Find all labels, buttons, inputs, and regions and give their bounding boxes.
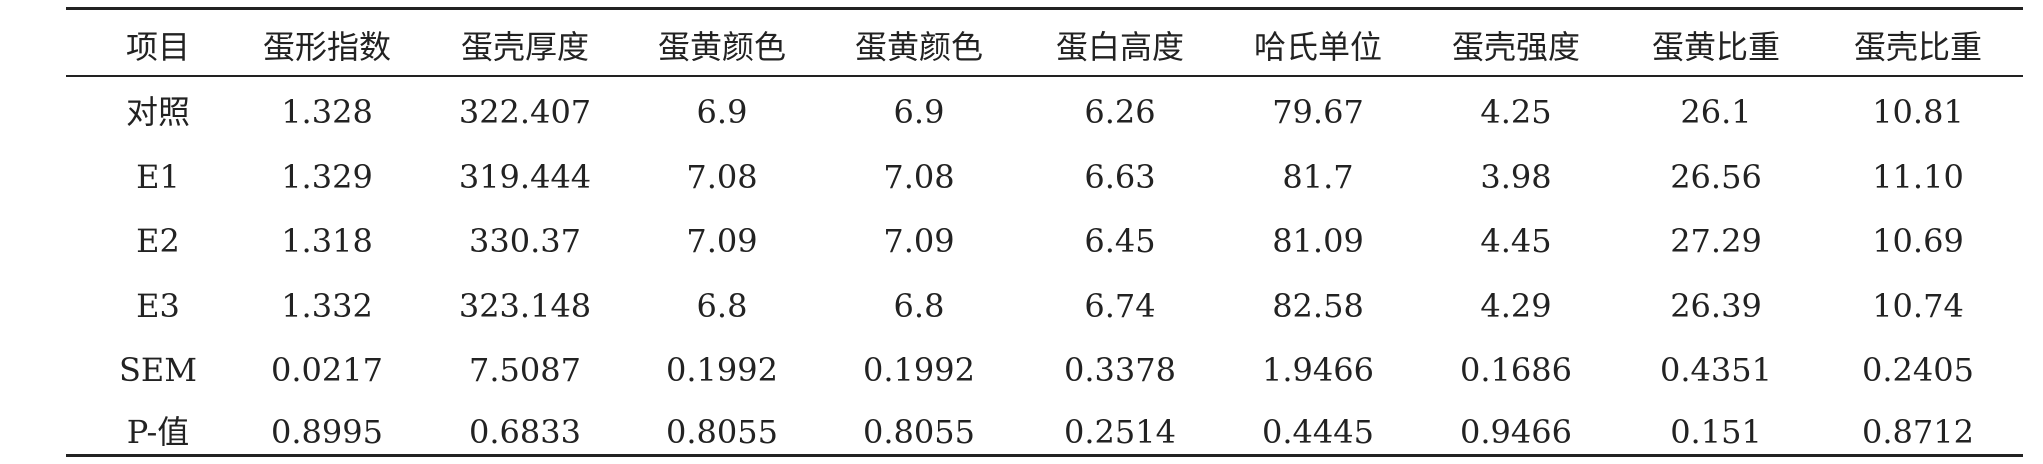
table-cell: 11.10 [1872,158,1964,196]
table-cell: 0.151 [1670,413,1762,451]
table-cell: 0.8055 [863,413,975,451]
table-cell: 0.4351 [1660,351,1772,389]
table-cell: 323.148 [458,287,592,325]
row-label: SEM [118,351,198,389]
table-cell: 6.74 [1084,287,1156,325]
header-cell: 蛋壳厚度 [460,28,589,66]
table-cell: 0.4445 [1262,413,1374,451]
header-cell: 蛋白高度 [1055,28,1184,66]
table-cell: 6.8 [696,287,748,325]
row-label: E3 [136,287,180,325]
table-cell: 1.332 [281,287,373,325]
table-cell: 6.45 [1084,222,1156,260]
table-cell: 82.58 [1272,287,1364,325]
row-label: E2 [136,222,180,260]
table-cell: 81.09 [1272,222,1364,260]
bottom-rule [66,454,2023,457]
table-cell: 27.29 [1670,222,1762,260]
row-label: E1 [136,158,180,196]
table-cell: 10.81 [1872,93,1964,131]
table-cell: 1.329 [281,158,373,196]
table-cell: 7.08 [686,158,758,196]
table-cell: 0.2514 [1064,413,1176,451]
table-cell: 6.8 [893,287,945,325]
table-cell: 4.45 [1480,222,1552,260]
header-cell: 蛋黄比重 [1651,28,1780,66]
table-cell: 1.318 [281,222,373,260]
table-cell: 0.8995 [271,413,383,451]
table-cell: 322.407 [458,93,592,131]
row-label: 对照 [125,93,190,131]
table-cell: 0.1686 [1460,351,1572,389]
table-cell: 0.1992 [863,351,975,389]
row-label: P-值 [126,413,190,451]
table-cell: 0.9466 [1460,413,1572,451]
table-cell: 7.5087 [469,351,581,389]
table-cell: 7.09 [883,222,955,260]
table-cell: 26.56 [1670,158,1762,196]
table-cell: 0.3378 [1064,351,1176,389]
table-cell: 6.26 [1084,93,1156,131]
top-rule [66,7,2023,10]
table-cell: 319.444 [458,158,592,196]
table-cell: 6.9 [696,93,748,131]
table-cell: 1.328 [281,93,373,131]
header-cell: 蛋形指数 [262,28,391,66]
table-cell: 10.74 [1872,287,1964,325]
table-cell: 0.6833 [469,413,581,451]
table-cell: 7.09 [686,222,758,260]
table-cell: 0.0217 [271,351,383,389]
header-cell: 蛋黄颜色 [854,28,983,66]
table-cell: 4.25 [1480,93,1552,131]
header-cell: 蛋壳强度 [1451,28,1580,66]
header-rule [66,75,2023,77]
table-cell: 3.98 [1480,158,1552,196]
table-cell: 10.69 [1872,222,1964,260]
table-cell: 26.39 [1670,287,1762,325]
table-cell: 6.9 [893,93,945,131]
header-cell: 哈氏单位 [1253,28,1382,66]
table-cell: 0.2405 [1862,351,1974,389]
table-cell: 0.8055 [666,413,778,451]
table-cell: 6.63 [1084,158,1156,196]
table-cell: 81.7 [1282,158,1354,196]
table-cell: 7.08 [883,158,955,196]
table-cell: 79.67 [1272,93,1364,131]
header-cell: 蛋黄颜色 [657,28,786,66]
header-cell: 项目 [125,28,190,66]
table-cell: 1.9466 [1262,351,1374,389]
header-cell: 蛋壳比重 [1853,28,1982,66]
table-cell: 26.1 [1680,93,1752,131]
table-cell: 0.8712 [1862,413,1974,451]
table-cell: 4.29 [1480,287,1552,325]
table-cell: 0.1992 [666,351,778,389]
table-cell: 330.37 [469,222,581,260]
